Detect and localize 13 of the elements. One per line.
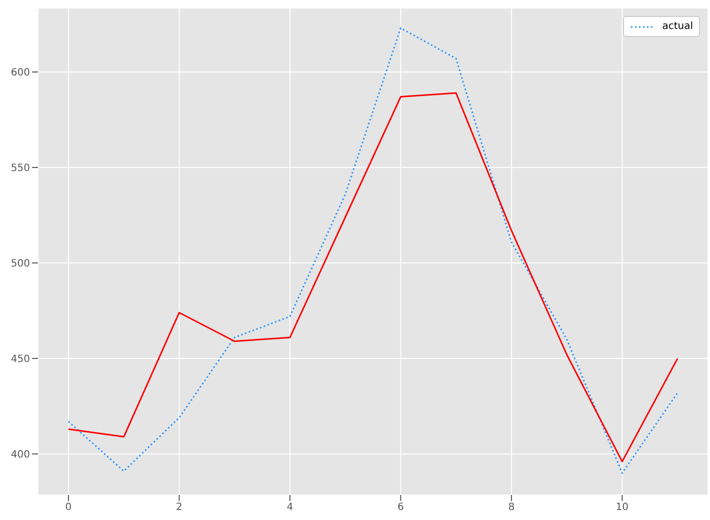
x-tick-label: 10 [616, 502, 629, 514]
x-tick-label: 4 [286, 502, 294, 514]
y-tick-label: 500 [10, 258, 30, 270]
legend-label: actual [662, 21, 693, 32]
y-tick-label: 450 [10, 354, 30, 365]
x-tick-label: 6 [398, 502, 404, 514]
x-tick-label: 2 [176, 502, 182, 514]
y-tick-label: 400 [10, 449, 30, 460]
y-tick-label: 550 [10, 163, 30, 174]
line-series [68, 92, 678, 462]
x-tick-label: 8 [508, 502, 515, 514]
x-tick-label: 0 [65, 502, 72, 514]
y-tick-label: 600 [10, 68, 30, 79]
